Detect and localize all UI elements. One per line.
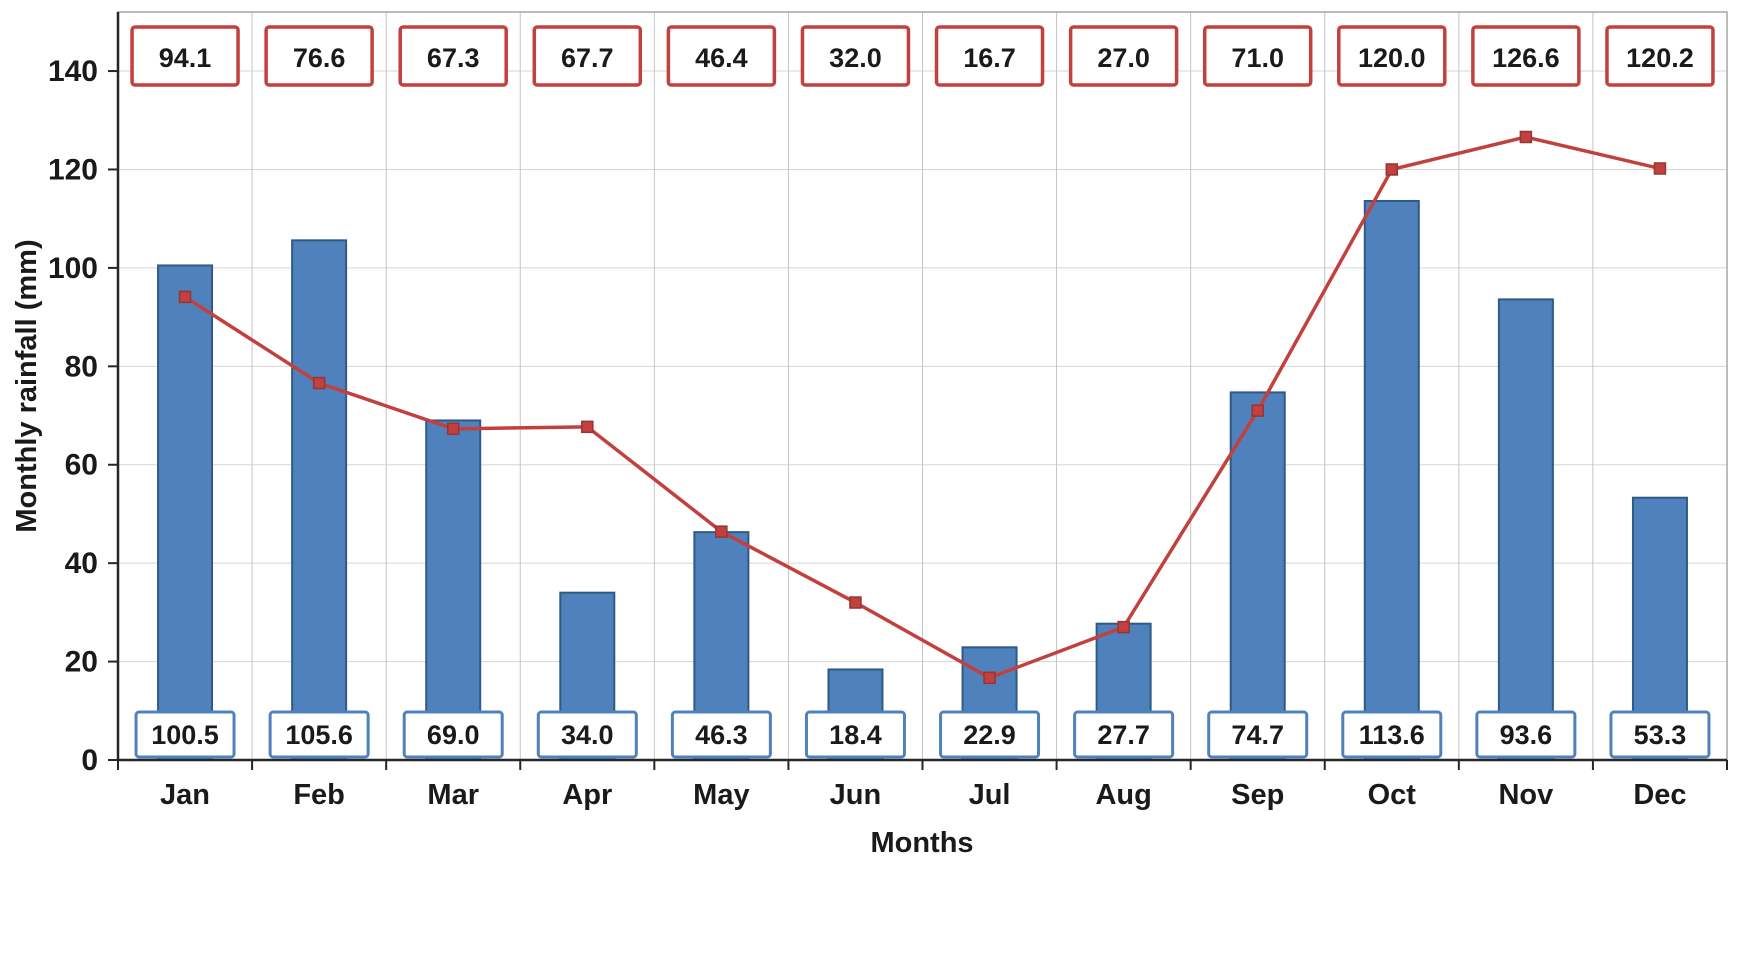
bar-value-box-Oct bbox=[1341, 710, 1443, 759]
y-tick-label-60: 60 bbox=[65, 449, 98, 482]
y-tick-label-40: 40 bbox=[65, 547, 98, 580]
line-marker-Aug bbox=[1117, 620, 1130, 634]
bar-value-label-Sep: 74.7 bbox=[1231, 720, 1284, 750]
line-value-box-Apr bbox=[532, 25, 643, 87]
line-marker-Jun bbox=[849, 596, 862, 609]
x-category-label-May: May bbox=[693, 779, 749, 811]
chart-layers: 0 20 40 60 80 100 120 140 Jan Feb Mar Apr May Jun Jul A… bbox=[48, 11, 1728, 811]
x-category-label-Apr: Apr bbox=[562, 779, 612, 811]
bar-value-box-May bbox=[670, 710, 772, 759]
line-value-box-Dec bbox=[1605, 25, 1715, 87]
line-value-label-Jan: 94.1 bbox=[159, 43, 212, 73]
line-value-label-Apr: 67.7 bbox=[561, 43, 614, 73]
bar-Feb bbox=[291, 239, 348, 761]
line-value-label-Oct: 120.0 bbox=[1358, 43, 1426, 73]
bar-value-label-Oct: 113.6 bbox=[1359, 720, 1425, 750]
x-category-label-Dec: Dec bbox=[1633, 779, 1686, 811]
line-marker-Sep bbox=[1251, 404, 1264, 417]
y-tick-label-0: 0 bbox=[81, 744, 98, 777]
bar-Mar bbox=[425, 419, 482, 761]
bar-value-box-Jan bbox=[134, 710, 236, 759]
x-category-label-Oct: Oct bbox=[1368, 779, 1417, 811]
x-category-label-Jun: Jun bbox=[830, 779, 882, 811]
line-value-label-Feb: 76.6 bbox=[293, 43, 346, 73]
line-marker-Dec bbox=[1653, 162, 1667, 175]
bar-value-box-Mar bbox=[402, 710, 504, 759]
y-tick-label-20: 20 bbox=[65, 646, 98, 679]
bar-value-box-Aug bbox=[1073, 710, 1175, 759]
bar-value-box-Apr bbox=[536, 710, 638, 759]
bar-Jan bbox=[157, 264, 214, 761]
bar-value-label-May: 46.3 bbox=[695, 720, 748, 750]
y-axis-title: Monthly rainfall (mm) bbox=[11, 239, 43, 532]
x-category-label-Aug: Aug bbox=[1095, 779, 1151, 811]
bar-value-label-Mar: 69.0 bbox=[427, 720, 480, 750]
bar-value-label-Nov: 93.6 bbox=[1500, 720, 1553, 750]
line-marker-Mar bbox=[446, 422, 460, 436]
line-marker-Apr bbox=[581, 420, 594, 434]
x-category-label-Mar: Mar bbox=[427, 779, 479, 811]
bar-value-box-Feb bbox=[268, 710, 370, 759]
line-marker-Feb bbox=[312, 376, 326, 390]
line-marker-Oct bbox=[1385, 163, 1399, 176]
line-value-label-Nov: 126.6 bbox=[1492, 43, 1560, 73]
y-tick-label-100: 100 bbox=[48, 252, 98, 285]
bar-value-box-Sep bbox=[1207, 710, 1309, 759]
bar-Nov bbox=[1497, 298, 1554, 761]
x-category-label-Jul: Jul bbox=[969, 779, 1011, 811]
bar-Oct bbox=[1363, 199, 1420, 761]
line-value-label-Jun: 32.0 bbox=[829, 43, 882, 73]
line-value-box-Jul bbox=[934, 25, 1045, 87]
line-value-label-May: 46.4 bbox=[695, 43, 748, 73]
line-value-box-Aug bbox=[1068, 25, 1179, 87]
bar-value-box-Dec bbox=[1609, 710, 1711, 759]
line-value-box-Mar bbox=[398, 25, 508, 87]
bar-value-label-Jun: 18.4 bbox=[829, 720, 882, 750]
y-tick-label-140: 140 bbox=[48, 55, 98, 88]
line-value-box-Jun bbox=[800, 25, 911, 87]
bar-value-box-Nov bbox=[1475, 710, 1577, 759]
y-tick-label-120: 120 bbox=[48, 153, 98, 186]
x-category-label-Sep: Sep bbox=[1231, 779, 1284, 811]
line-value-box-Feb bbox=[264, 25, 374, 87]
line-value-label-Sep: 71.0 bbox=[1231, 43, 1284, 73]
x-category-label-Jan: Jan bbox=[160, 779, 210, 811]
bar-value-label-Feb: 105.6 bbox=[285, 720, 353, 750]
bar-value-label-Jan: 100.5 bbox=[151, 720, 219, 750]
line-value-label-Mar: 67.3 bbox=[427, 43, 480, 73]
line-marker-May bbox=[715, 525, 728, 538]
x-axis-title: Months bbox=[870, 827, 973, 859]
bar-value-label-Jul: 22.9 bbox=[963, 720, 1016, 750]
line-series bbox=[184, 135, 1661, 680]
line-marker-Jan bbox=[178, 290, 192, 304]
bar-value-label-Dec: 53.3 bbox=[1634, 720, 1687, 750]
y-tick-label-80: 80 bbox=[65, 350, 98, 383]
bar-value-box-Jul bbox=[939, 710, 1041, 759]
bar-value-label-Apr: 34.0 bbox=[561, 720, 614, 750]
line-value-label-Dec: 120.2 bbox=[1626, 43, 1694, 73]
line-value-box-Oct bbox=[1337, 25, 1447, 87]
x-category-label-Nov: Nov bbox=[1498, 779, 1553, 811]
line-value-box-May bbox=[666, 25, 777, 87]
line-value-label-Aug: 27.0 bbox=[1097, 43, 1150, 73]
line-value-box-Jan bbox=[130, 25, 240, 87]
line-value-box-Sep bbox=[1202, 25, 1313, 87]
line-marker-Nov bbox=[1519, 130, 1533, 144]
x-category-label-Feb: Feb bbox=[293, 779, 345, 811]
line-marker-Jul bbox=[983, 671, 996, 685]
bar-value-box-Jun bbox=[804, 710, 906, 759]
bar-value-label-Aug: 27.7 bbox=[1097, 720, 1150, 750]
line-value-box-Nov bbox=[1471, 25, 1581, 87]
line-value-label-Jul: 16.7 bbox=[963, 43, 1016, 73]
bar-Sep bbox=[1229, 391, 1286, 761]
